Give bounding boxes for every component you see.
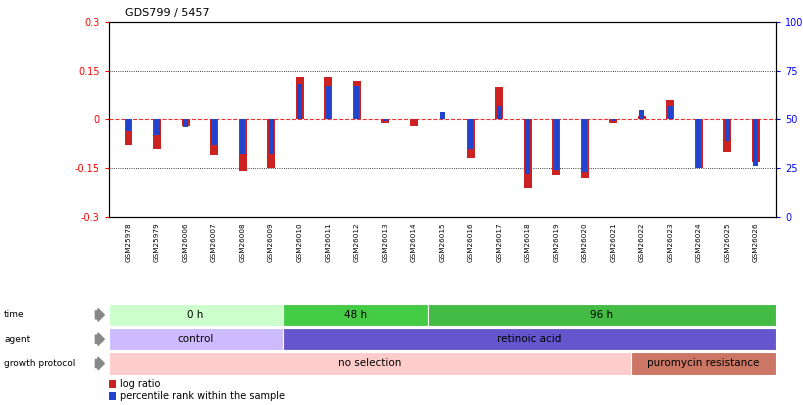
Bar [108,328,283,350]
Bar [638,110,643,119]
Text: GSM26021: GSM26021 [609,222,616,262]
Text: log ratio: log ratio [120,379,160,389]
Bar [268,119,273,154]
Text: GSM26024: GSM26024 [695,222,701,262]
Text: GSM26018: GSM26018 [524,222,530,262]
Bar [427,304,775,326]
Text: GSM26019: GSM26019 [552,222,559,262]
Text: GSM26016: GSM26016 [467,222,473,262]
Bar [666,100,674,119]
Bar [210,119,218,155]
Text: GSM26026: GSM26026 [752,222,758,262]
Text: GDS799 / 5457: GDS799 / 5457 [124,8,209,18]
Bar [523,119,531,188]
Text: percentile rank within the sample: percentile rank within the sample [120,391,284,401]
Bar [124,119,132,145]
Text: no selection: no selection [337,358,401,369]
Text: GSM26011: GSM26011 [324,222,331,262]
Bar [524,119,530,174]
Text: GSM26008: GSM26008 [239,222,245,262]
Bar [211,119,216,145]
Bar [108,392,116,400]
Bar [439,112,444,119]
Bar [381,119,389,123]
Text: GSM26006: GSM26006 [182,222,189,262]
Text: control: control [177,334,214,344]
Bar [630,352,775,375]
Bar [108,304,283,326]
Text: GSM26007: GSM26007 [211,222,217,262]
Bar [108,380,116,388]
Bar [467,119,474,158]
FancyArrow shape [96,309,104,321]
Bar [580,119,588,178]
Bar [723,119,731,152]
FancyArrow shape [96,333,104,345]
Text: GSM26014: GSM26014 [410,222,416,262]
Text: GSM25978: GSM25978 [125,222,132,262]
Text: GSM26009: GSM26009 [267,222,274,262]
Bar [752,119,757,166]
Bar [126,119,131,131]
Text: GSM26025: GSM26025 [724,222,729,262]
Text: GSM26013: GSM26013 [381,222,388,262]
Text: GSM26012: GSM26012 [353,222,359,262]
Bar [108,352,630,375]
Text: 96 h: 96 h [589,310,613,320]
Bar [724,119,729,141]
FancyArrow shape [96,357,104,370]
Bar [553,119,558,170]
Text: retinoic acid: retinoic acid [496,334,560,344]
Bar [495,87,503,119]
Bar [325,86,330,119]
Bar [609,119,617,123]
Bar [667,106,672,119]
Bar [296,77,304,119]
Bar [382,119,387,122]
Bar [353,81,361,119]
Bar [296,85,302,119]
Bar [552,119,560,175]
Bar [267,119,275,168]
Bar [353,86,359,119]
Text: GSM25979: GSM25979 [154,222,160,262]
Bar [238,119,247,171]
Text: agent: agent [4,335,31,344]
Bar [183,119,188,127]
Text: GSM26023: GSM26023 [666,222,672,262]
Bar [154,119,159,135]
Bar [581,119,587,172]
Bar [610,119,615,122]
Text: GSM26010: GSM26010 [296,222,302,262]
Text: growth protocol: growth protocol [4,359,75,368]
Bar [467,119,473,149]
Text: 0 h: 0 h [187,310,203,320]
Text: GSM26022: GSM26022 [638,222,644,262]
Bar [153,119,161,149]
Text: GSM26015: GSM26015 [438,222,445,262]
Bar [283,328,775,350]
Text: puromycin resistance: puromycin resistance [646,358,759,369]
Bar [637,116,645,119]
Text: time: time [4,310,25,320]
Bar [496,106,501,119]
Text: 48 h: 48 h [343,310,366,320]
Bar [283,304,427,326]
Bar [410,119,417,126]
Text: GSM26017: GSM26017 [495,222,502,262]
Bar [694,119,702,168]
Bar [324,77,332,119]
Bar [240,119,245,154]
Text: GSM26020: GSM26020 [581,222,587,262]
Bar [181,119,190,126]
Bar [695,119,700,168]
Bar [751,119,759,162]
